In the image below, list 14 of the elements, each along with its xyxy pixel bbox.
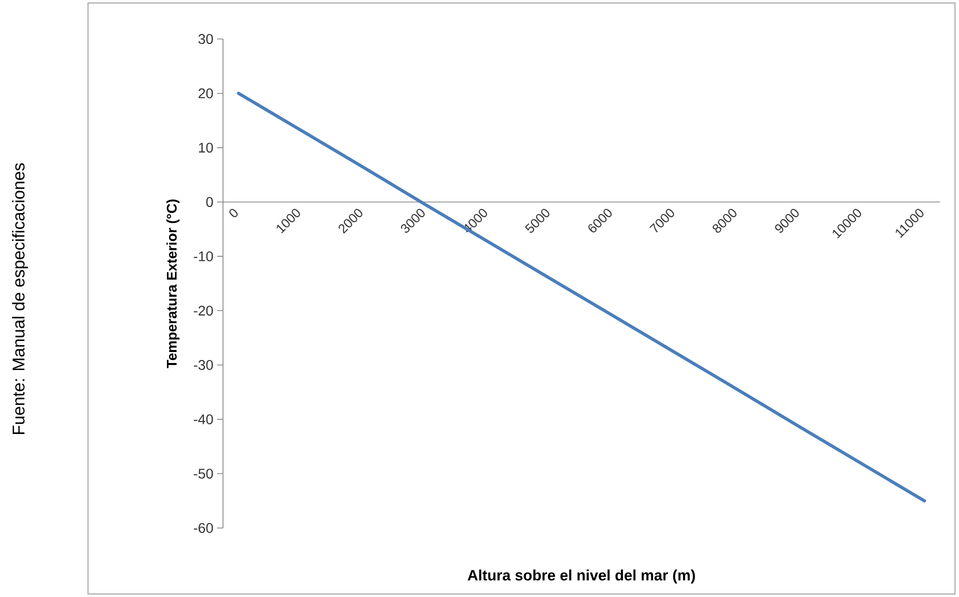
y-tick-label: -10 [194,251,213,262]
y-tick-label: 0 [206,197,213,207]
y-tick-label: 20 [198,88,213,98]
y-tick-label: 10 [198,142,213,153]
x-tick-label: 0 [229,208,238,218]
y-tick-label: 30 [198,34,213,44]
y-axis-title: Temperatura Exterior (°C) [166,199,180,368]
y-tick-label: -30 [194,360,213,370]
y-tick-label: -40 [194,414,213,424]
y-tick-label: -60 [194,523,213,533]
source-note: Fuente: Manual de especificaciones [12,163,28,434]
y-tick-label: -50 [194,468,213,479]
x-axis-title: Altura sobre el nivel del mar (m) [468,570,695,584]
y-tick-label: -20 [194,306,213,316]
